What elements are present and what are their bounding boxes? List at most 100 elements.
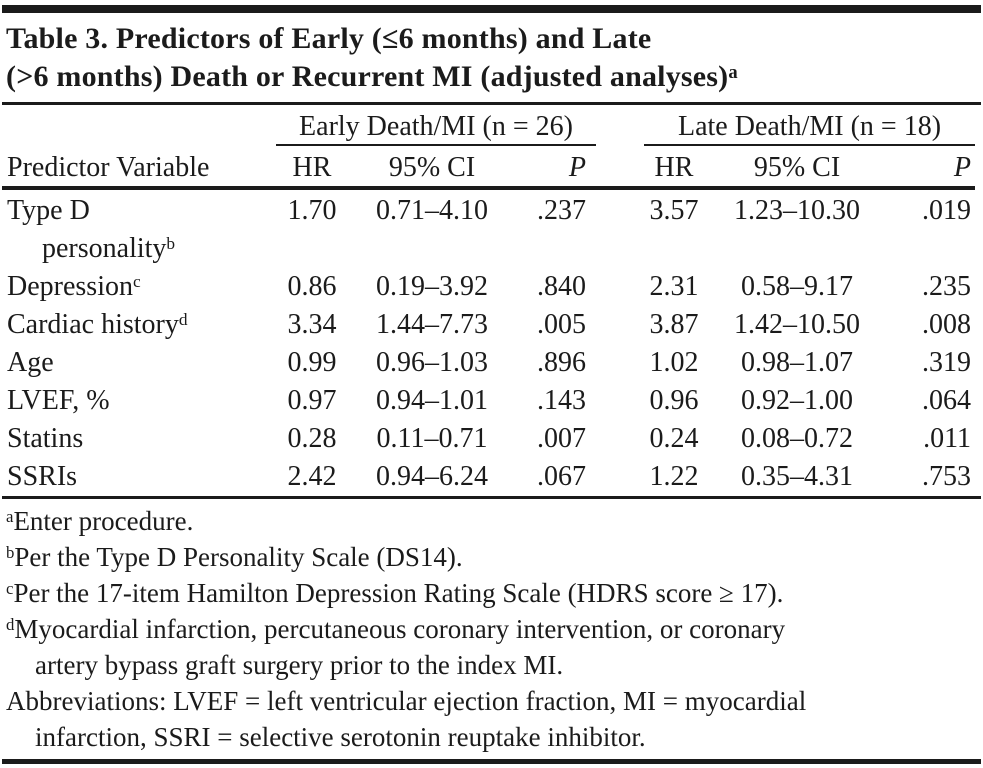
cell-late-hr: 0.96 — [649, 385, 699, 416]
col-header-early-ci: 95% CI — [348, 145, 516, 190]
cell-predictor: Depressionc — [7, 271, 141, 302]
footnotes: aEnter procedure. bPer the Type D Person… — [2, 503, 975, 755]
cell-late-ci: 0.58–9.17 — [741, 271, 853, 302]
cell-late-ci: 0.35–4.31 — [741, 461, 853, 492]
cell-gap — [596, 306, 644, 344]
predictor-label-line1: Type D — [7, 195, 90, 226]
cell-late-hr: 1.02 — [649, 347, 699, 378]
column-header-row: Predictor Variable HR 95% CI P HR 95% CI… — [2, 145, 976, 190]
cell-early-hr: 0.99 — [287, 347, 337, 378]
cell-late-p: .753 — [922, 461, 972, 492]
cell-gap — [596, 382, 644, 420]
footnote-a: aEnter procedure. — [2, 503, 975, 539]
cell-early-ci: 0.96–1.03 — [376, 347, 488, 378]
bottom-rule — [2, 759, 981, 764]
table-bottom-rule — [2, 496, 981, 499]
cell-predictor: Type D personalityb — [2, 188, 276, 268]
table-title-line2: (>6 months) Death or Recurrent MI (adjus… — [6, 60, 729, 93]
top-rule — [2, 5, 981, 13]
cell-early-ci: 0.94–1.01 — [376, 385, 488, 416]
cell-late-hr: 3.57 — [649, 195, 699, 226]
footnote-b: bPer the Type D Personality Scale (DS14)… — [2, 539, 975, 575]
footnote-marker: c — [6, 579, 14, 599]
footnote-abbreviations: Abbreviations: LVEF = left ventricular e… — [2, 683, 975, 755]
table-row-age: Age 0.99 0.96–1.03 .896 1.02 0.98–1.07 .… — [2, 344, 975, 382]
group-header-early: Early Death/MI (n = 26) — [276, 105, 596, 146]
col-header-late-hr: HR — [644, 145, 704, 190]
cell-early-ci: 0.11–0.71 — [376, 423, 488, 454]
cell-early-p: .067 — [537, 461, 586, 492]
footnote-text-continued: artery bypass graft surgery prior to the… — [35, 650, 564, 680]
cell-early-ci: 0.71–4.10 — [376, 195, 488, 226]
cell-late-hr: 1.22 — [649, 461, 699, 492]
cell-late-p: .008 — [922, 309, 972, 340]
cell-gap — [596, 344, 644, 382]
group-header-late: Late Death/MI (n = 18) — [644, 105, 976, 146]
cell-late-hr: 2.31 — [649, 271, 699, 302]
col-header-predictor: Predictor Variable — [2, 145, 276, 190]
cell-predictor: Cardiac historyd — [7, 309, 188, 340]
col-header-late-p: P — [890, 145, 976, 190]
cell-late-ci: 0.92–1.00 — [741, 385, 853, 416]
cell-late-p: .011 — [923, 423, 972, 454]
cell-late-hr: 3.87 — [649, 309, 699, 340]
spanner-spacer — [2, 105, 276, 145]
footnote-text: Enter procedure. — [13, 506, 194, 536]
cell-gap — [596, 268, 644, 306]
cell-early-hr: 1.70 — [287, 195, 337, 226]
cell-early-hr: 2.42 — [287, 461, 337, 492]
title-divider-rule — [2, 102, 981, 105]
table-title-footnote-marker: a — [728, 61, 738, 83]
table-row-lvef: LVEF, % 0.97 0.94–1.01 .143 0.96 0.92–1.… — [2, 382, 975, 420]
predictors-table: Early Death/MI (n = 26) Late Death/MI (n… — [2, 105, 976, 496]
cell-late-ci: 0.08–0.72 — [741, 423, 853, 454]
cell-early-hr: 3.34 — [287, 309, 337, 340]
table-row-ssris: SSRIs 2.42 0.94–6.24 .067 1.22 0.35–4.31… — [2, 458, 975, 496]
footnote-marker: c — [132, 272, 141, 292]
cell-gap — [596, 188, 644, 268]
cell-early-ci: 1.44–7.73 — [376, 309, 488, 340]
footnote-marker: b — [6, 543, 15, 563]
col-header-early-p: P — [516, 145, 596, 190]
footnote-marker: b — [166, 234, 176, 254]
cell-late-p: .235 — [922, 271, 972, 302]
footnote-marker: d — [6, 615, 15, 635]
cell-late-p: .019 — [922, 195, 972, 226]
col-header-gap — [596, 145, 644, 190]
table-row-statins: Statins 0.28 0.11–0.71 .007 0.24 0.08–0.… — [2, 420, 975, 458]
table-row-type-d: Type D personalityb 1.70 0.71–4.10 .237 … — [2, 188, 975, 268]
footnote-text-continued: infarction, SSRI = selective serotonin r… — [35, 722, 646, 752]
table-title-line1: Table 3. Predictors of Early (≤6 months)… — [6, 22, 652, 55]
cell-early-hr: 0.97 — [287, 385, 337, 416]
cell-early-hr: 0.86 — [287, 271, 337, 302]
cell-early-p: .840 — [537, 271, 586, 302]
cell-early-p: .005 — [537, 309, 586, 340]
table-title: Table 3. Predictors of Early (≤6 months)… — [0, 13, 983, 102]
cell-gap — [596, 458, 644, 496]
cell-gap — [596, 420, 644, 458]
cell-late-ci: 1.23–10.30 — [734, 195, 860, 226]
cell-predictor: Age — [7, 347, 54, 378]
footnote-marker: a — [6, 507, 14, 527]
cell-late-p: .319 — [922, 347, 972, 378]
col-header-late-ci: 95% CI — [704, 145, 890, 190]
col-header-early-hr: HR — [276, 145, 348, 190]
cell-predictor: Statins — [7, 423, 84, 454]
cell-late-ci: 1.42–10.50 — [734, 309, 860, 340]
footnote-d: dMyocardial infarction, percutaneous cor… — [2, 611, 975, 683]
cell-late-ci: 0.98–1.07 — [741, 347, 853, 378]
cell-early-hr: 0.28 — [287, 423, 337, 454]
table-row-cardiac-history: Cardiac historyd 3.34 1.44–7.73 .005 3.8… — [2, 306, 975, 344]
footnote-marker: d — [178, 310, 188, 330]
footnote-text: Myocardial infarction, percutaneous coro… — [14, 614, 786, 644]
cell-early-p: .007 — [537, 423, 586, 454]
group-gap — [596, 105, 644, 145]
group-header-row: Early Death/MI (n = 26) Late Death/MI (n… — [2, 105, 976, 146]
cell-predictor: LVEF, % — [7, 385, 110, 416]
cell-early-p: .896 — [537, 347, 586, 378]
cell-late-hr: 0.24 — [649, 423, 699, 454]
cell-early-ci: 0.94–6.24 — [376, 461, 488, 492]
predictor-label-line2: personalityb — [42, 233, 176, 264]
cell-predictor: SSRIs — [7, 461, 78, 492]
